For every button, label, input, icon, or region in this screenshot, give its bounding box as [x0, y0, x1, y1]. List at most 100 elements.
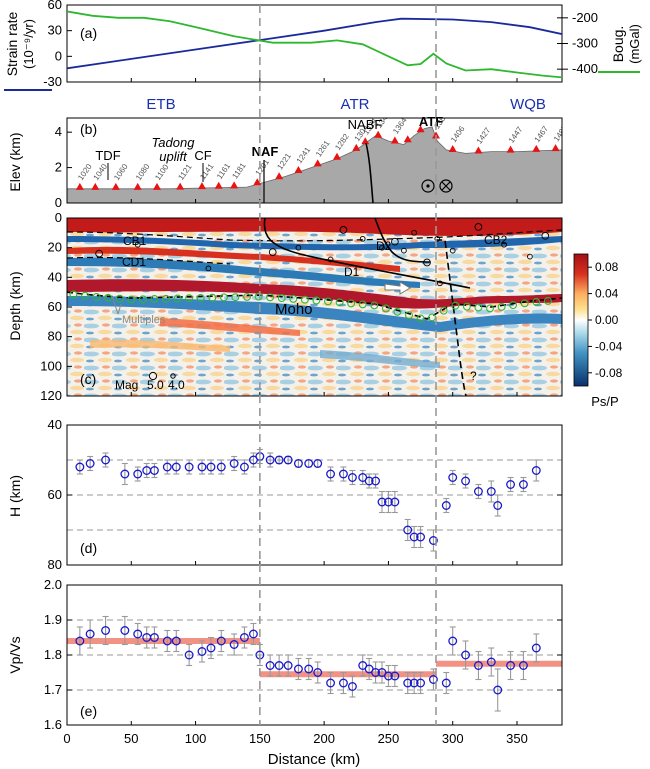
vpvs-data-point: [283, 661, 293, 670]
station-label: 1467: [533, 124, 551, 144]
panel-c: 0 20 40 60 80 100 120 (c) Depth (km) CB1 CD1 D…: [7, 210, 623, 409]
h-data-point: [364, 476, 374, 486]
vpvs-data-point: [75, 636, 85, 646]
h-data-point: [390, 497, 400, 507]
moho-circle: [243, 292, 251, 301]
bouguer-axis-unit: (mGal): [627, 24, 642, 64]
region-labels: ETB ATR WQB: [146, 96, 546, 113]
station-label: 1406: [449, 124, 467, 144]
station-label: 1241: [295, 145, 313, 165]
depth-tick-label: 0: [55, 210, 62, 225]
earthquake-circle: [449, 247, 456, 254]
mag-5-label: 5.0: [147, 378, 164, 392]
earthquake-circle: [423, 258, 431, 267]
strain-tick-label: 60: [48, 0, 62, 12]
station-triangle: [230, 181, 239, 189]
moho-circles: [69, 290, 552, 323]
moho-circle: [358, 300, 367, 309]
cb1-line: [67, 229, 562, 242]
earthquake-circle: [268, 248, 277, 256]
h-data-point: [403, 525, 413, 535]
h-data-point: [461, 476, 471, 486]
h-data-point: [133, 469, 143, 479]
earthquake-circle: [379, 244, 385, 251]
h-data-point: [283, 455, 293, 465]
vpvs-data-point: [265, 661, 275, 670]
h-data-point: [371, 476, 381, 486]
vpvs-tick-label: 1.6: [44, 717, 62, 732]
earthquake-circle: [134, 241, 141, 248]
station-triangle: [333, 152, 341, 160]
moho-circle: [462, 302, 471, 311]
colorbar-unit: Ps/P: [591, 394, 618, 409]
moho-circle: [150, 295, 159, 303]
vpvs-data-point: [441, 678, 451, 688]
vpvs-data-point: [416, 678, 426, 688]
colorbar-tick-label: 0.04: [595, 287, 619, 301]
station-label: 1060: [112, 162, 130, 182]
nabf-label: NABF: [348, 117, 383, 132]
moho-circle: [381, 304, 390, 313]
panel-e-grid: [67, 619, 562, 691]
station-triangle: [448, 145, 457, 153]
mag-legend-title: Mag: [115, 378, 138, 392]
station-triangle: [253, 178, 262, 186]
panel-e-ticks: 1.6 1.7 1.8 1.9 2.0: [44, 577, 562, 732]
question-mark: ?: [470, 369, 477, 383]
station-triangle: [176, 182, 185, 190]
h-axis-label: H (km): [7, 475, 23, 517]
h-data-point: [274, 455, 284, 465]
moho-circle: [509, 301, 518, 310]
elev-tick-label: 4: [55, 124, 62, 139]
earthquake-circle: [411, 229, 417, 236]
moho-circle: [208, 293, 217, 302]
vpvs-data-point: [383, 671, 393, 681]
cb2-label: CB2: [484, 233, 508, 247]
panel-a-label: (a): [80, 25, 97, 41]
vpvs-data-point: [313, 668, 323, 677]
panel-d-label: (d): [80, 540, 97, 556]
station-label: 1344: [374, 110, 392, 130]
cross-icon: [441, 181, 451, 191]
h-data-point: [383, 497, 393, 507]
boundary-lines: [259, 5, 437, 725]
vpvs-axis-label: Vp/Vs: [7, 636, 23, 673]
panel-e-points: [75, 615, 541, 712]
station-label: 1282: [333, 132, 351, 152]
moho-circle: [127, 295, 136, 304]
panel-a-right-ticks: -400 -300 -200: [557, 10, 598, 76]
vpvs-data-point: [206, 643, 216, 653]
panel-c-ticks: 0 20 40 60 80 100 120: [40, 210, 72, 403]
depth-tick-label: 60: [48, 299, 62, 314]
moho-label: Moho: [275, 301, 313, 318]
x-tick-label: 200: [313, 731, 335, 746]
moho-circle: [335, 298, 344, 307]
h-data-point: [101, 455, 111, 465]
colorbar-ticks: 0.08 0.04 0.00 -0.04 -0.08: [588, 260, 623, 380]
h-data-point: [304, 459, 314, 468]
panel-d-ticks: 40 60 80: [48, 417, 562, 572]
depth-tick-label: 20: [48, 240, 62, 255]
earthquake-circle: [474, 223, 483, 231]
earthquake-circle: [295, 244, 302, 251]
station-triangle: [294, 166, 303, 174]
colorbar: [573, 253, 589, 387]
station-label: 1040: [92, 162, 110, 182]
earthquake-circle: [205, 265, 212, 272]
station-label: 1427: [475, 125, 493, 145]
cross-in-circle-icon: [439, 179, 453, 193]
colorbar-tick-label: 0.08: [595, 260, 619, 274]
depth-tick-label: 40: [48, 269, 62, 284]
strain-tick-label: 0: [55, 48, 62, 63]
panel-e: 1.61.71.81.92.0 (e) Vp/Vs 0 50 100 150 200 25…: [7, 78, 563, 768]
vpvs-data-point: [197, 647, 207, 656]
moho-circle: [520, 299, 529, 308]
panel-b-label: (b): [80, 121, 97, 137]
moho-circle: [416, 314, 425, 323]
h-data-point: [377, 497, 387, 507]
h-data-point: [85, 459, 95, 468]
vpvs-data-point: [486, 657, 496, 667]
multiples-arrow: [111, 295, 122, 315]
station-triangle: [313, 159, 322, 167]
dot-in-circle-icon: [421, 179, 435, 193]
